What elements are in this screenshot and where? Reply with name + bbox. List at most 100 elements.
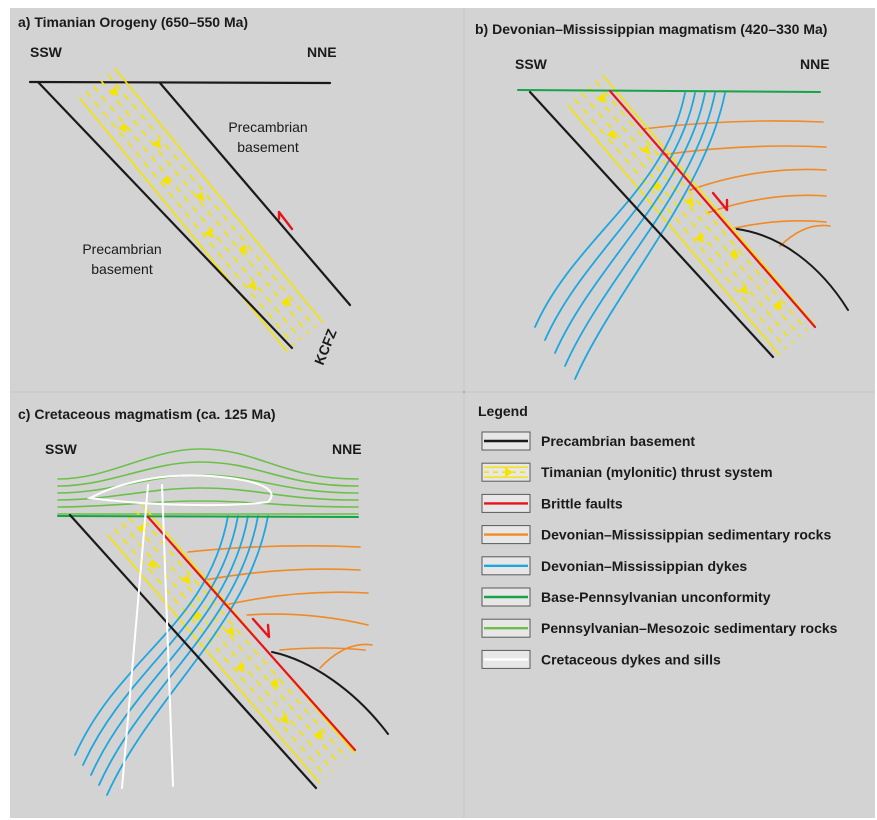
legend-label: Cretaceous dykes and sills	[541, 651, 721, 667]
timanian-thrust-band-thrust-triangle	[235, 662, 245, 673]
timanian-thrust-band-thrust-triangle	[772, 300, 783, 311]
timanian-thrust-band-thrust-triangle	[694, 232, 705, 244]
shear-sense-arrow	[251, 617, 271, 639]
precambrian-fault-upper	[736, 228, 849, 311]
legend-item-base_penn: Base-Pennsylvanian unconformity	[481, 587, 771, 607]
shear-sense-arrow	[277, 210, 294, 231]
timanian-thrust-band-thrust-triangle	[108, 86, 119, 97]
pennsylvanian-mesozoic-layer	[57, 461, 359, 487]
legend-label: Precambrian basement	[541, 433, 695, 449]
timanian-thrust-band-foliation	[594, 80, 809, 332]
legend-item-penn_meso: Pennsylvanian–Mesozoic sedimentary rocks	[481, 618, 838, 638]
panel-b-title: b) Devonian–Mississippian magmatism (420…	[475, 21, 827, 37]
base-pennsylvanian-unconformity	[517, 89, 821, 93]
legend-title: Legend	[478, 403, 528, 419]
devonian-sedimentary-layer	[319, 643, 373, 669]
timanian-thrust-band-thrust-triangle	[181, 574, 191, 585]
panel-a-background	[10, 8, 463, 391]
timanian-thrust-band-foliation	[92, 85, 303, 341]
cretaceous-sill	[86, 474, 273, 507]
timanian-thrust-band-thrust-triangle	[195, 191, 205, 202]
shear-sense-arrow	[711, 191, 729, 212]
legend-label: Brittle faults	[541, 495, 623, 511]
timanian-thrust-band-thrust-triangle	[641, 144, 651, 155]
legend-swatch-triangle	[505, 467, 513, 478]
timanian-thrust-band-thrust-triangle	[238, 244, 248, 255]
panel-b-ssw-label: SSW	[515, 56, 548, 72]
timanian-thrust-band-thrust-triangle	[313, 729, 324, 740]
legend-item-timanian: Timanian (mylonitic) thrust system	[481, 462, 773, 482]
devonian-dyke	[564, 92, 716, 367]
devonian-sedimentary-layer	[734, 220, 827, 229]
timanian-thrust-band-thrust-triangle	[117, 122, 128, 133]
devonian-sedimentary-layer	[660, 145, 827, 156]
timanian-thrust-band-boundary	[566, 104, 781, 356]
timanian-thrust-band-boundary	[78, 97, 288, 353]
precambrian-fault-lower	[68, 513, 318, 790]
timanian-thrust-band-foliation	[85, 91, 295, 347]
timanian-thrust-band-thrust-triangle	[247, 280, 257, 291]
devonian-dyke	[554, 92, 706, 354]
precambrian-fault-upper	[271, 651, 389, 735]
timanian-thrust-band-thrust-triangle	[606, 129, 617, 140]
legend-items: Precambrian basement Timanian (mylonitic)…	[481, 431, 838, 669]
devonian-dyke	[74, 515, 229, 756]
panel-a-lower-basement-label-line1: Precambrian	[82, 241, 161, 257]
timanian-thrust-band-foliation	[120, 522, 335, 772]
devonian-dyke	[90, 515, 249, 776]
precambrian-fault-lower	[528, 90, 775, 359]
panel-c-title: c) Cretaceous magmatism (ca. 125 Ma)	[18, 406, 276, 422]
panel-a-title: a) Timanian Orogeny (650–550 Ma)	[18, 14, 248, 30]
legend-label: Devonian–Mississippian dykes	[541, 558, 747, 574]
precambrian-fault-lower	[36, 80, 294, 350]
cretaceous-dyke	[121, 484, 149, 789]
panel-a-nne-label: NNE	[307, 44, 337, 60]
panel-c-cross-section	[57, 448, 389, 796]
timanian-thrust-band-thrust-triangle	[161, 175, 171, 186]
panel-a-cross-section	[28, 67, 352, 353]
timanian-thrust-band-thrust-triangle	[191, 610, 201, 622]
timanian-thrust-band-foliation	[107, 73, 317, 329]
devonian-sedimentary-layer	[246, 613, 369, 626]
devonian-sedimentary-layer	[706, 194, 827, 214]
timanian-thrust-band-foliation	[580, 92, 795, 344]
panel-a-lower-basement-label-line2: basement	[91, 261, 153, 277]
precambrian-fault-upper	[158, 81, 352, 307]
panel-a-upper-basement-label-line1: Precambrian	[228, 119, 307, 135]
devonian-sedimentary-layer	[187, 544, 361, 553]
pennsylvanian-mesozoic-layer	[57, 487, 359, 501]
timanian-thrust-band-foliation	[573, 98, 788, 350]
devonian-sedimentary-layer	[279, 647, 366, 651]
panel-c-nne-label: NNE	[332, 441, 362, 457]
timanian-thrust-band-boundary	[601, 74, 816, 326]
legend-item-dev_sed: Devonian–Mississippian sedimentary rocks	[481, 525, 831, 545]
panel-b-cross-section	[517, 74, 849, 380]
timanian-thrust-band-thrust-triangle	[597, 92, 607, 104]
timanian-thrust-band-foliation	[587, 86, 802, 338]
devonian-dyke	[544, 92, 696, 341]
devonian-dyke	[82, 515, 239, 766]
devonian-sedimentary-layer	[224, 591, 369, 606]
legend-item-brittle: Brittle faults	[481, 493, 623, 513]
base-pennsylvanian-unconformity	[57, 515, 359, 518]
devonian-sedimentary-layer	[642, 120, 824, 130]
timanian-thrust-band-boundary	[106, 534, 321, 784]
panel-c-background	[10, 393, 463, 818]
devonian-sedimentary-layer	[779, 224, 831, 247]
pennsylvanian-mesozoic-layer	[57, 500, 359, 508]
timanian-thrust-band-thrust-triangle	[738, 284, 749, 296]
panel-b-nne-label: NNE	[800, 56, 830, 72]
panel-c-ssw-label: SSW	[45, 441, 78, 457]
timanian-thrust-band-thrust-triangle	[281, 296, 291, 307]
timanian-thrust-band-thrust-triangle	[279, 714, 290, 725]
devonian-dyke	[574, 92, 726, 380]
panel-a-ssw-label: SSW	[30, 44, 63, 60]
devonian-sedimentary-layer	[689, 168, 827, 191]
timanian-thrust-band-foliation	[99, 79, 310, 335]
pennsylvanian-mesozoic-layer	[57, 448, 359, 480]
timanian-thrust-band-thrust-triangle	[225, 626, 236, 637]
timanian-thrust-band-thrust-triangle	[650, 181, 661, 192]
devonian-sedimentary-layer	[204, 568, 361, 581]
timanian-thrust-band-thrust-triangle	[204, 227, 214, 239]
